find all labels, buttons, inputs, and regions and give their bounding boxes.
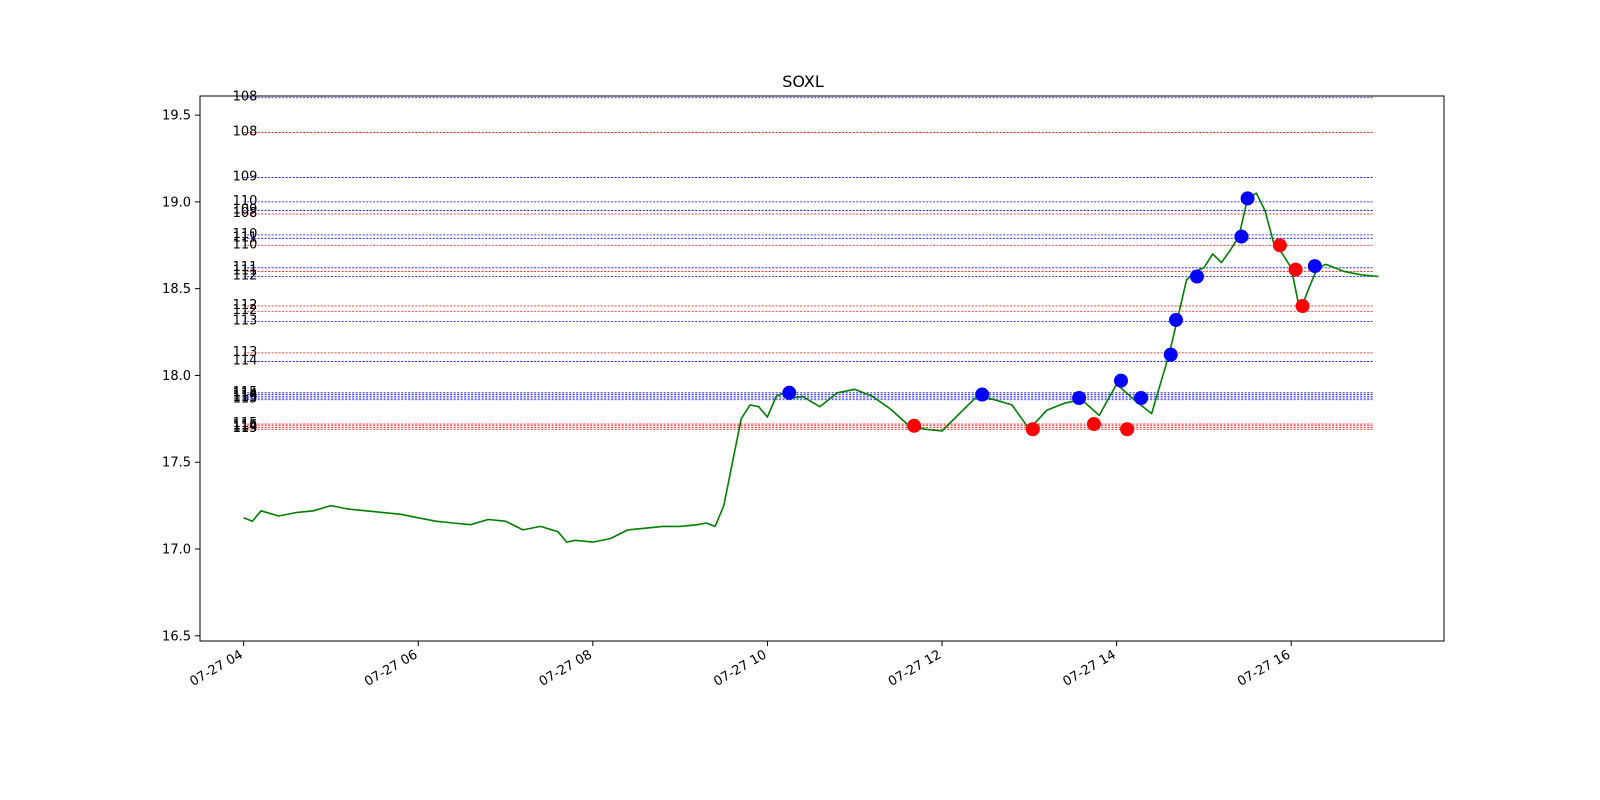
level-label: 113	[233, 421, 258, 436]
chart-title: SOXL	[782, 72, 824, 91]
sell-marker	[1120, 422, 1135, 437]
level-label: 112	[233, 269, 258, 284]
level-label: 108	[233, 90, 258, 105]
level-label: 112	[233, 303, 258, 318]
y-tick-label: 19.5	[162, 109, 191, 124]
buy-marker	[1072, 391, 1087, 406]
sell-marker	[1025, 422, 1040, 437]
level-label: 113	[233, 345, 258, 360]
y-tick-label: 19.0	[162, 195, 191, 210]
y-tick-label: 17.0	[162, 543, 191, 558]
y-tick-label: 16.5	[162, 629, 191, 644]
y-tick-label: 18.5	[162, 282, 191, 297]
sell-marker	[1295, 299, 1310, 314]
sell-marker	[1272, 238, 1287, 253]
buy-marker	[1234, 229, 1249, 244]
sell-marker	[1288, 262, 1303, 277]
sell-marker	[1086, 417, 1101, 432]
level-label: 114	[233, 420, 258, 435]
buy-marker	[1113, 373, 1128, 388]
plot-frame	[199, 95, 1445, 642]
level-label: 113	[233, 314, 258, 329]
buy-marker	[975, 387, 990, 402]
series-layer	[243, 192, 1379, 543]
level-label: 111	[233, 263, 258, 278]
level-label: 115	[233, 392, 258, 407]
y-tick-label: 18.0	[162, 369, 191, 384]
price-line	[243, 192, 1379, 543]
buy-marker	[1163, 347, 1178, 362]
level-label: 110	[233, 237, 258, 252]
buy-marker	[1134, 391, 1149, 406]
buy-marker	[1240, 191, 1255, 206]
level-label: 112	[233, 298, 258, 313]
levels-layer: 1081081091101091081101111101111111121121…	[233, 90, 1375, 436]
sell-marker	[907, 418, 922, 433]
level-label: 108	[233, 206, 258, 221]
level-label: 113	[233, 390, 258, 405]
buy-marker	[1189, 269, 1204, 284]
level-label: 110	[233, 194, 258, 209]
buy-marker	[1307, 259, 1322, 274]
markers-layer	[782, 191, 1322, 437]
level-label: 111	[233, 230, 258, 245]
level-label: 109	[233, 170, 258, 185]
y-tick-label: 17.5	[162, 456, 191, 471]
buy-marker	[1168, 312, 1183, 327]
y-axis: 16.5 17.0 17.5 18.0 18.5 19.0 19.5	[162, 109, 200, 644]
level-label: 114	[233, 354, 258, 369]
buy-marker	[782, 385, 797, 400]
level-label: 108	[233, 124, 258, 139]
